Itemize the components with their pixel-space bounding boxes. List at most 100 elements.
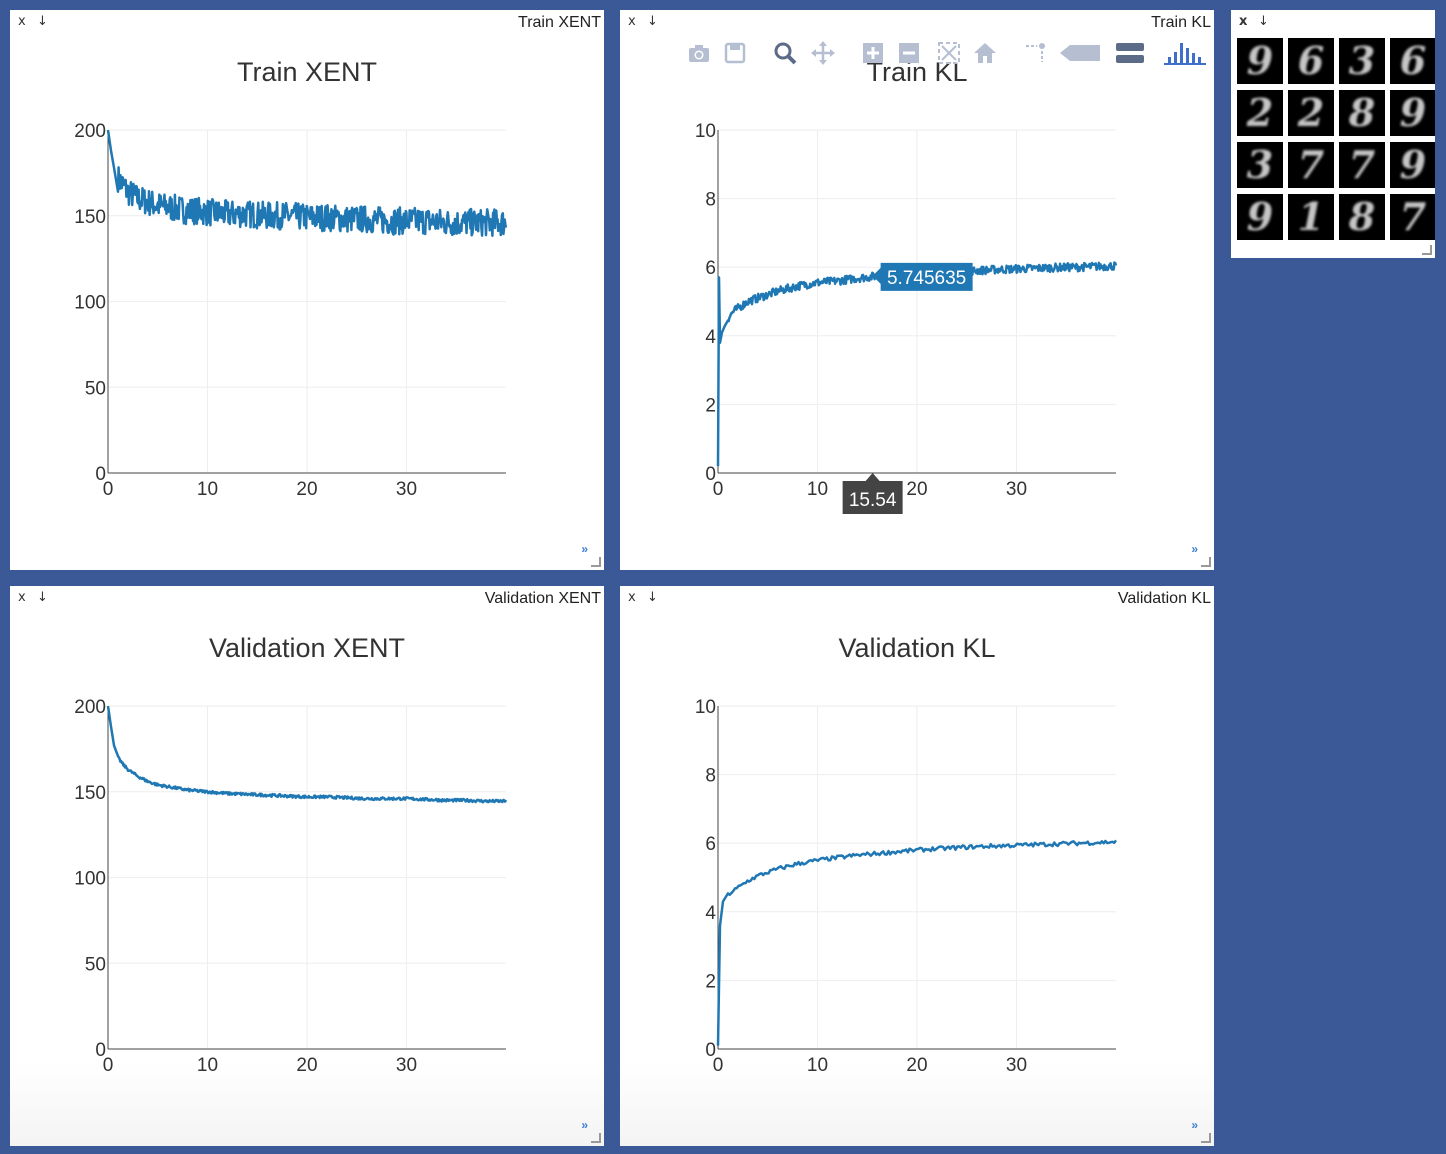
expand-icon[interactable]: » (1191, 542, 1198, 556)
plotly-logo-icon[interactable] (1164, 40, 1208, 66)
pane-train-xent: x ↓ Train XENT Train XENT 0 10 20 30 0 50 100 15… (10, 10, 604, 570)
close-icon[interactable]: x (1239, 14, 1248, 29)
resize-handle[interactable] (1201, 1133, 1211, 1143)
pan-icon[interactable] (810, 40, 836, 66)
expand-icon[interactable]: » (1191, 1118, 1198, 1132)
zoom-icon[interactable] (772, 40, 798, 66)
sample-image: 1 (1288, 194, 1334, 240)
hover-x-box (842, 473, 903, 514)
y-tick-label: 0 (95, 464, 106, 485)
download-icon[interactable]: ↓ (37, 590, 48, 605)
y-tick-label: 10 (695, 121, 716, 142)
sample-image: 8 (1339, 90, 1385, 136)
sample-digit: 6 (1399, 38, 1427, 83)
y-tick-label: 0 (705, 1040, 716, 1061)
sample-digit: 7 (1348, 142, 1376, 187)
pane-title: Validation KL (1117, 590, 1211, 607)
sample-digit: 9 (1246, 38, 1274, 83)
sample-digit: 9 (1399, 90, 1427, 135)
sample-digit: 3 (1348, 38, 1376, 83)
x-tick-label: 0 (713, 1055, 724, 1076)
x-tick-label: 30 (396, 479, 417, 500)
validation-xent-chart[interactable]: Validation XENT 0 10 20 30 0 50 100 150 200 (10, 586, 604, 1146)
close-icon[interactable]: x (18, 590, 26, 605)
train-kl-chart[interactable]: Train KL 0 10 20 30 0 2 4 6 8 10 5.745635 15.54 (620, 10, 1214, 570)
sample-image: 2 (1288, 90, 1334, 136)
x-tick-label: 10 (197, 479, 218, 500)
sample-image: 7 (1390, 194, 1435, 240)
zoom-out-icon[interactable] (896, 40, 922, 66)
sample-image: 7 (1339, 142, 1385, 188)
y-tick-label: 4 (705, 327, 716, 348)
sample-image: 3 (1237, 142, 1283, 188)
spike-lines-icon[interactable] (1022, 40, 1048, 66)
resize-handle[interactable] (591, 557, 601, 567)
sample-digit: 3 (1246, 142, 1274, 187)
close-icon[interactable]: x (18, 14, 26, 29)
hover-y-box (872, 262, 973, 291)
hover-compare-icon[interactable] (1114, 40, 1146, 66)
x-tick-label: 0 (713, 479, 724, 500)
y-tick-label: 100 (74, 293, 106, 314)
y-tick-label: 100 (74, 869, 106, 890)
y-tick-label: 2 (705, 971, 716, 992)
modebar (686, 40, 1214, 66)
y-tick-label: 200 (74, 121, 106, 142)
pane-title: Train KL (1151, 14, 1211, 31)
close-icon[interactable]: x (628, 590, 636, 605)
y-tick-label: 0 (95, 1040, 106, 1061)
sample-image: 6 (1390, 38, 1435, 84)
y-tick-label: 150 (74, 207, 106, 228)
y-tick-label: 50 (85, 378, 106, 399)
sample-image: 8 (1339, 194, 1385, 240)
x-tick-label: 20 (296, 479, 317, 500)
sample-image: 2 (1237, 90, 1283, 136)
chart-title: Validation XENT (209, 633, 405, 663)
hover-tooltip: 5.745635 15.54 (842, 262, 973, 514)
close-icon[interactable]: x (628, 14, 636, 29)
expand-icon[interactable]: » (581, 542, 588, 556)
pane-title: Validation XENT (484, 590, 601, 607)
sample-image: 7 (1288, 142, 1334, 188)
camera-icon[interactable] (686, 40, 712, 66)
autoscale-icon[interactable] (936, 40, 962, 66)
x-tick-label: 20 (906, 1055, 927, 1076)
x-tick-label: 30 (1006, 1055, 1027, 1076)
hover-closest-icon[interactable] (1058, 40, 1102, 66)
resize-handle[interactable] (1422, 245, 1432, 255)
reset-axes-icon[interactable] (972, 40, 998, 66)
zoom-in-icon[interactable] (860, 40, 886, 66)
save-icon[interactable] (722, 40, 748, 66)
sample-image: 9 (1237, 38, 1283, 84)
sample-digit: 8 (1348, 90, 1376, 135)
pane-validation-kl: x ↓ Validation KL Validation KL 0 10 20 30 0 2… (620, 586, 1214, 1146)
download-icon[interactable]: ↓ (647, 14, 658, 29)
train-xent-chart[interactable]: Train XENT 0 10 20 30 0 50 100 150 200 (10, 10, 604, 570)
download-icon[interactable]: ↓ (1258, 14, 1269, 29)
sample-digit: 1 (1297, 194, 1325, 239)
resize-handle[interactable] (591, 1133, 601, 1143)
series-line (106, 129, 508, 237)
y-tick-label: 6 (705, 258, 716, 279)
validation-kl-chart[interactable]: Validation KL 0 10 20 30 0 2 4 6 8 10 (620, 586, 1214, 1146)
expand-icon[interactable]: » (581, 1118, 588, 1132)
x-tick-label: 20 (906, 479, 927, 500)
sample-digit: 6 (1297, 38, 1325, 83)
download-icon[interactable]: ↓ (37, 14, 48, 29)
download-icon[interactable]: ↓ (647, 590, 658, 605)
y-tick-label: 8 (705, 190, 716, 211)
sample-digit: 7 (1399, 194, 1427, 239)
y-tick-label: 50 (85, 954, 106, 975)
sample-digit: 8 (1348, 194, 1376, 239)
sample-digit: 9 (1399, 142, 1427, 187)
resize-handle[interactable] (1201, 557, 1211, 567)
x-tick-label: 10 (197, 1055, 218, 1076)
chart-title: Validation KL (838, 633, 995, 663)
sample-image: 6 (1288, 38, 1334, 84)
series-line (106, 705, 508, 804)
y-tick-label: 8 (705, 766, 716, 787)
x-tick-label: 0 (103, 1055, 114, 1076)
sample-image: 9 (1390, 90, 1435, 136)
